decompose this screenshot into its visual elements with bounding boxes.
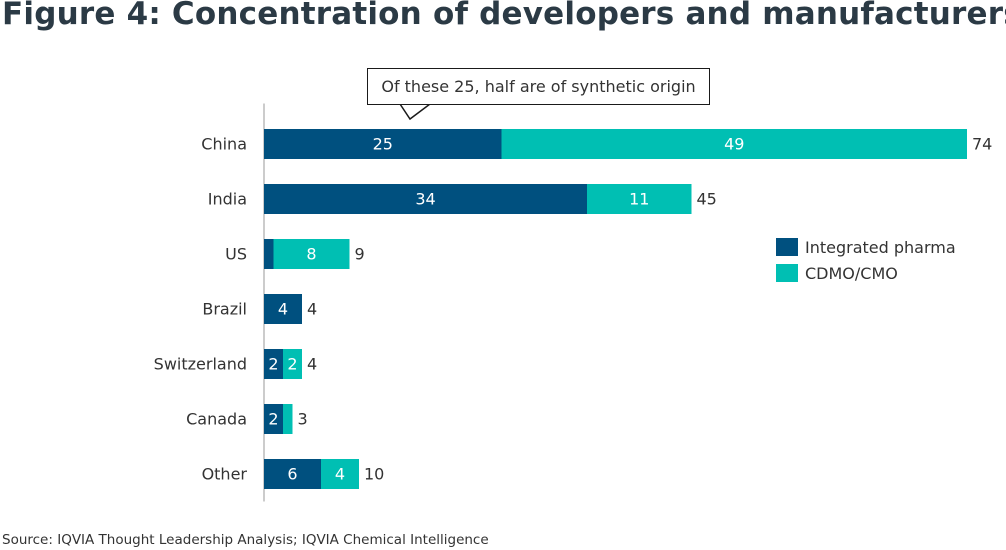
- bar-china-cdmo: [501, 129, 967, 159]
- annotation-pointer: [398, 103, 433, 121]
- total-label-other: 10: [364, 465, 384, 484]
- legend-item-integrated: Integrated pharma: [776, 234, 956, 260]
- bar-us-integrated: [264, 239, 274, 269]
- category-label-china: China: [201, 135, 247, 154]
- chart-title: Figure 4: Concentration of developers an…: [2, 0, 1006, 32]
- total-label-china: 74: [972, 135, 992, 154]
- bar-brazil-integrated: [264, 294, 302, 324]
- bar-china-integrated: [264, 129, 502, 159]
- legend: Integrated pharma CDMO/CMO: [776, 234, 956, 286]
- category-label-other: Other: [202, 465, 248, 484]
- bar-value-brazil-integrated: 4: [278, 300, 288, 319]
- total-label-us: 9: [355, 245, 365, 264]
- bar-value-india-cdmo: 11: [629, 190, 649, 209]
- total-label-india: 45: [697, 190, 717, 209]
- bar-value-switzerland-integrated: 2: [268, 355, 278, 374]
- legend-swatch-integrated: [776, 238, 798, 256]
- category-label-us: US: [225, 245, 247, 264]
- bar-india-cdmo: [587, 184, 692, 214]
- bar-other-cdmo: [321, 459, 359, 489]
- legend-label-integrated: Integrated pharma: [805, 237, 956, 257]
- bar-value-china-cdmo: 49: [724, 135, 744, 154]
- legend-label-cdmo: CDMO/CMO: [805, 263, 898, 283]
- bar-value-china-integrated: 25: [373, 135, 393, 154]
- bar-value-canada-integrated: 2: [268, 410, 278, 429]
- total-label-switzerland: 4: [307, 355, 317, 374]
- bar-value-other-cdmo: 4: [335, 465, 345, 484]
- annotation-callout: Of these 25, half are of synthetic origi…: [367, 68, 710, 105]
- bar-value-india-integrated: 34: [415, 190, 435, 209]
- bar-india-integrated: [264, 184, 587, 214]
- legend-swatch-cdmo: [776, 264, 798, 282]
- category-label-switzerland: Switzerland: [154, 355, 247, 374]
- bar-other-integrated: [264, 459, 321, 489]
- bar-value-switzerland-cdmo: 2: [287, 355, 297, 374]
- bar-value-other-integrated: 6: [287, 465, 297, 484]
- source-note: Source: IQVIA Thought Leadership Analysi…: [2, 532, 489, 548]
- total-label-brazil: 4: [307, 300, 317, 319]
- category-label-brazil: Brazil: [202, 300, 247, 319]
- category-label-india: India: [208, 190, 247, 209]
- bar-us-cdmo: [273, 239, 350, 269]
- total-label-canada: 3: [298, 410, 308, 429]
- bar-canada-integrated: [264, 404, 283, 434]
- bar-canada-cdmo: [283, 404, 293, 434]
- category-label-canada: Canada: [186, 410, 247, 429]
- bar-switzerland-cdmo: [283, 349, 302, 379]
- legend-item-cdmo: CDMO/CMO: [776, 260, 956, 286]
- bar-switzerland-integrated: [264, 349, 283, 379]
- bar-value-us-cdmo: 8: [306, 245, 316, 264]
